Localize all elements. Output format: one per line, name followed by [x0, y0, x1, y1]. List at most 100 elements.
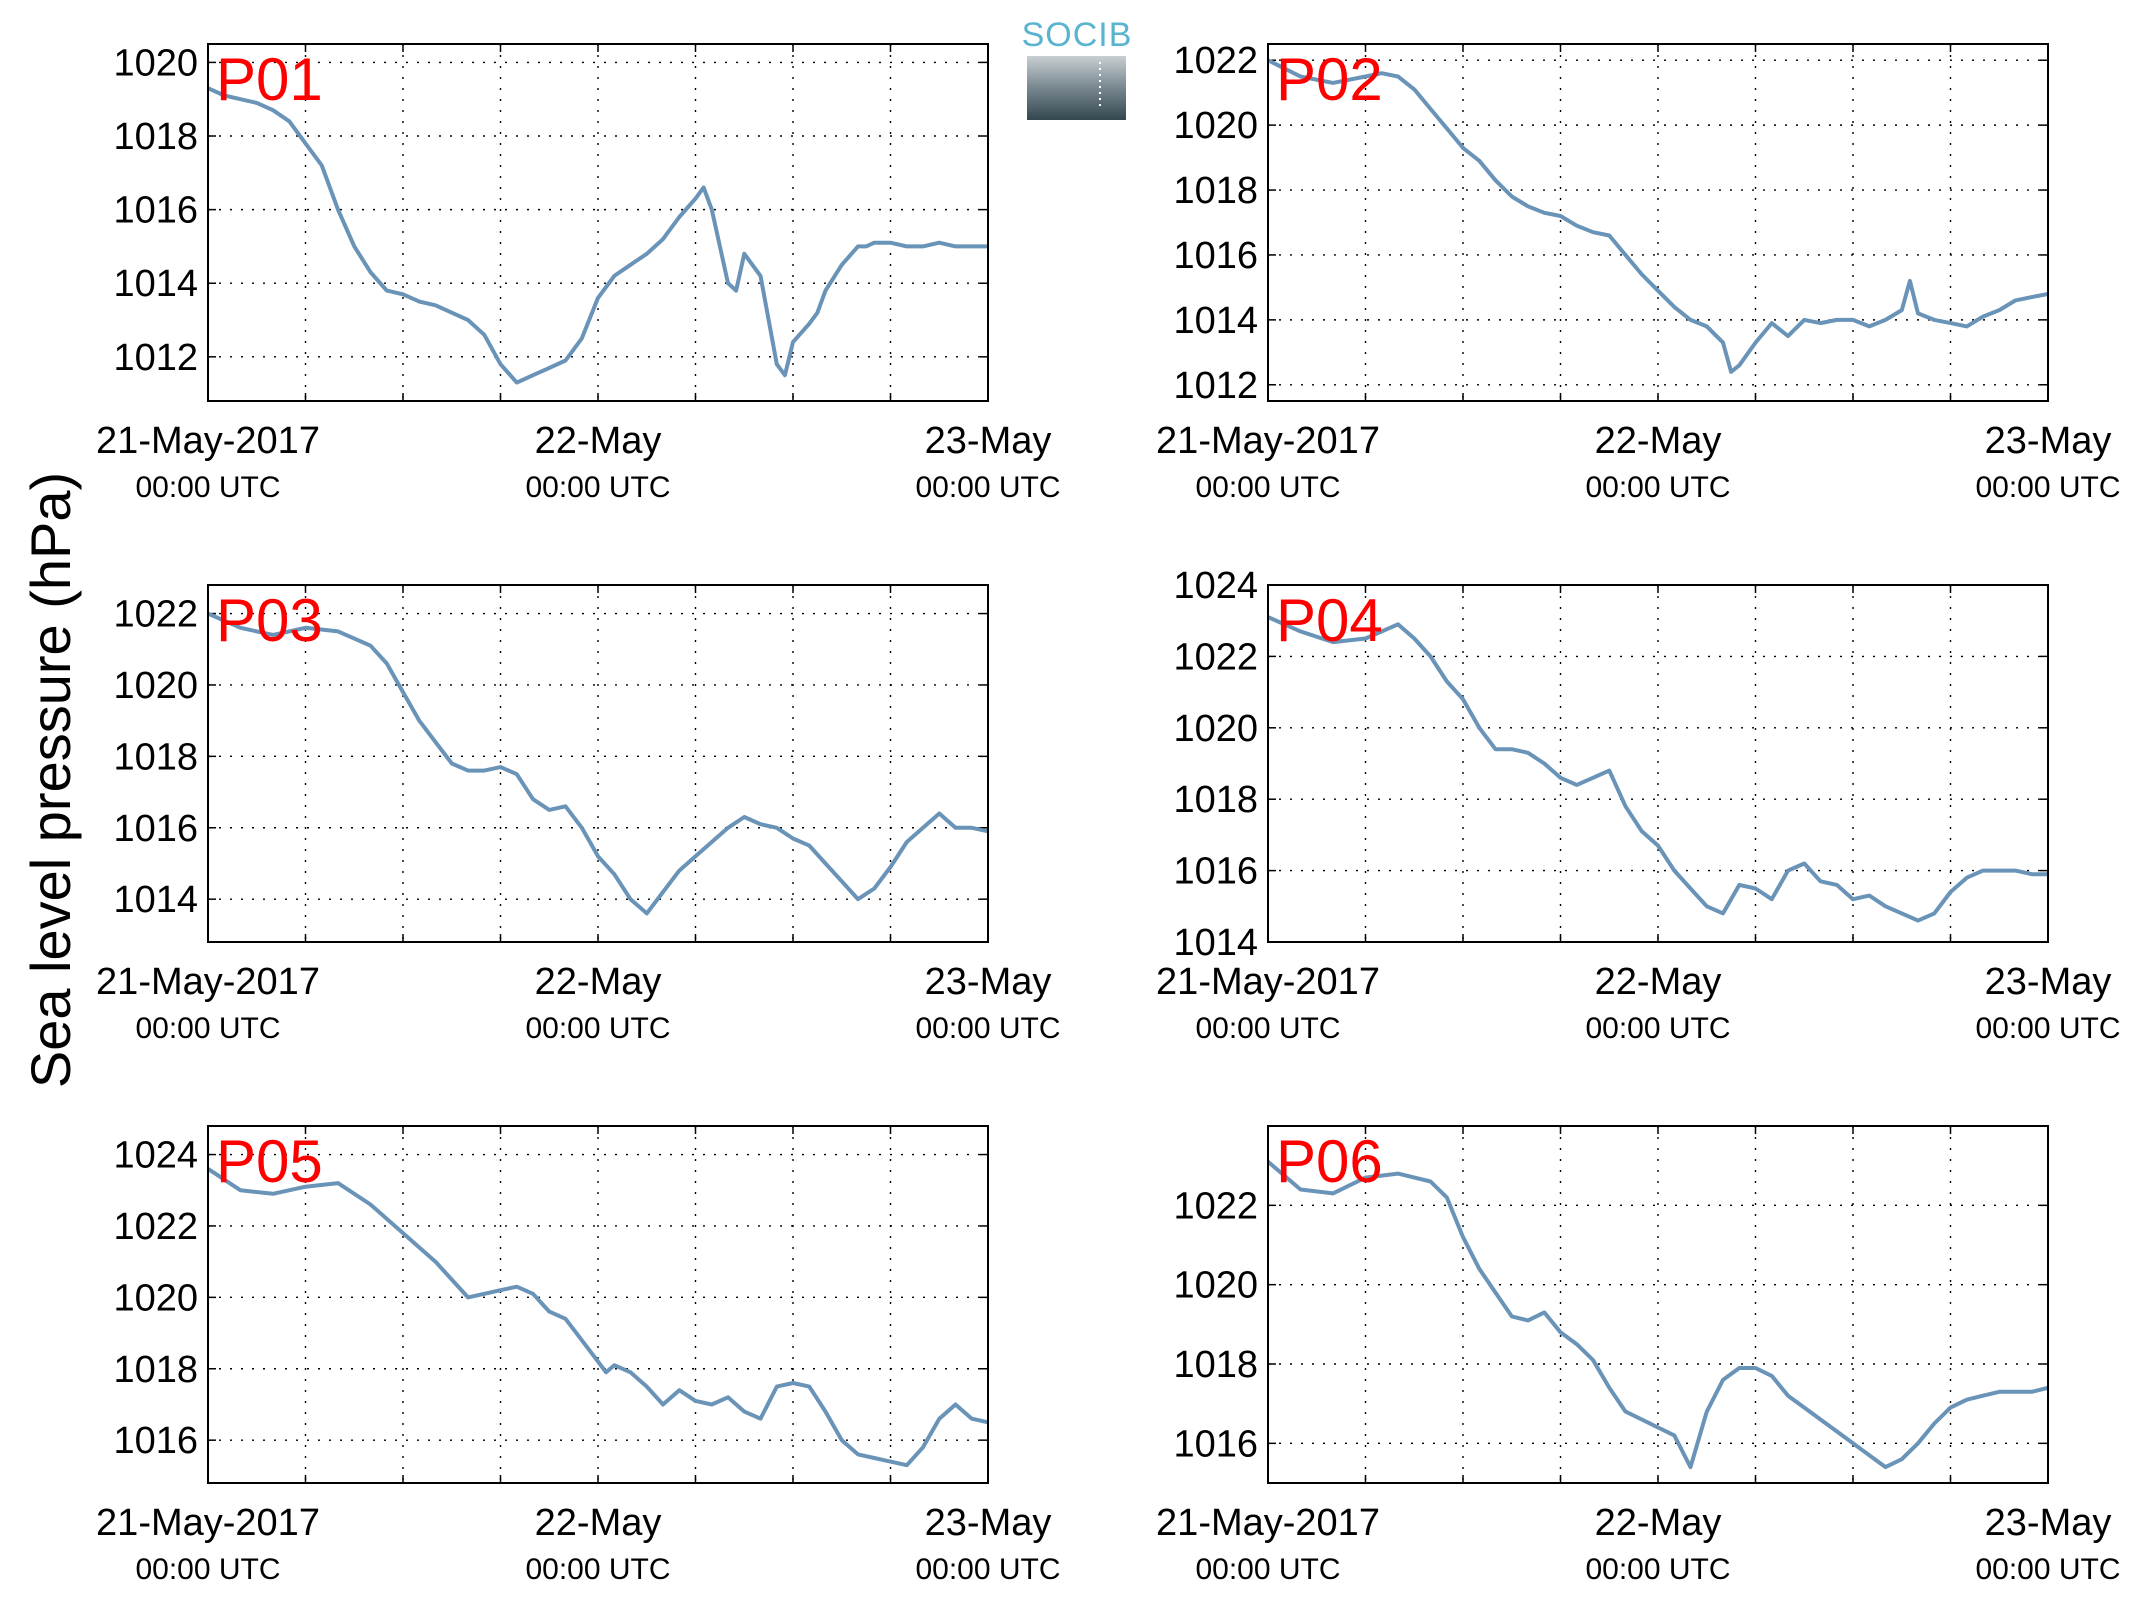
x-tick-date-label: 23-May	[1985, 961, 2112, 1003]
series-line	[1268, 615, 2048, 923]
y-tick-label: 1018	[113, 736, 198, 778]
y-tick-label: 1018	[113, 1349, 198, 1391]
panel-p06: 1016 1018 1020 1022 21-May-2017 00:00 UTC 22-M…	[1156, 1125, 2121, 1586]
y-tick-label: 1016	[1173, 851, 1258, 893]
y-tick-label: 1014	[1173, 922, 1258, 964]
series-line	[1268, 58, 2048, 374]
station-label: P05	[216, 1128, 323, 1195]
y-tick-label: 1018	[1173, 1344, 1258, 1386]
panel-p04: 1014 1016 1018 1020 1022 1024 21-May-2017 00:00…	[1156, 565, 2120, 1045]
x-tick-time-label: 00:00 UTC	[135, 1012, 280, 1045]
axes-frame	[207, 43, 989, 402]
x-tick-date-label: 21-May-2017	[1156, 961, 1380, 1003]
x-tick-time-label: 00:00 UTC	[525, 1553, 670, 1586]
x-tick-date-label: 21-May-2017	[1156, 420, 1380, 462]
x-tick-time-label: 00:00 UTC	[1585, 471, 1730, 504]
x-tick-time-label: 00:00 UTC	[1195, 471, 1340, 504]
x-tick-date-label: 23-May	[1985, 1502, 2112, 1544]
plot-area	[208, 44, 988, 401]
x-tick-date-label: 22-May	[535, 961, 662, 1003]
axes-frame	[1267, 584, 2049, 943]
y-tick-label: 1020	[113, 665, 198, 707]
x-tick-time-label: 00:00 UTC	[1975, 471, 2120, 504]
axes-frame	[207, 1125, 989, 1484]
y-tick-label: 1014	[1173, 300, 1258, 342]
x-tick-date-label: 22-May	[1595, 420, 1722, 462]
plot-area	[1268, 585, 2048, 942]
panel-p02: 1012 1014 1016 1018 1020 1022 21-May-2017 00:00…	[1156, 40, 2120, 504]
series-line	[208, 1166, 988, 1468]
x-tick-time-label: 00:00 UTC	[1585, 1012, 1730, 1045]
x-tick-time-label: 00:00 UTC	[135, 1553, 280, 1586]
y-tick-label: 1018	[1173, 170, 1258, 212]
y-tick-label: 1020	[113, 42, 198, 84]
y-tick-label: 1020	[1173, 105, 1258, 147]
x-tick-date-label: 23-May	[1985, 420, 2112, 462]
axes-frame	[1267, 1125, 2049, 1484]
x-tick-time-label: 00:00 UTC	[1585, 1553, 1730, 1586]
axes-frame	[1267, 43, 2049, 402]
x-tick-time-label: 00:00 UTC	[1975, 1012, 2120, 1045]
x-tick-time-label: 00:00 UTC	[525, 471, 670, 504]
y-tick-label: 1018	[1173, 779, 1258, 821]
y-tick-label: 1020	[113, 1277, 198, 1319]
x-tick-time-label: 00:00 UTC	[1195, 1553, 1340, 1586]
x-tick-time-label: 00:00 UTC	[915, 1553, 1060, 1586]
station-label: P06	[1276, 1128, 1383, 1195]
x-tick-date-label: 21-May-2017	[96, 420, 320, 462]
station-label: P01	[216, 46, 323, 113]
x-tick-date-label: 23-May	[925, 1502, 1052, 1544]
logo-text: SOCIB	[1022, 16, 1133, 54]
panel-p05: 1016 1018 1020 1022 1024 21-May-2017 00:00 UTC…	[96, 1125, 1061, 1586]
y-tick-label: 1016	[113, 190, 198, 232]
y-tick-label: 1014	[113, 263, 198, 305]
x-tick-date-label: 22-May	[535, 420, 662, 462]
series-line	[208, 611, 988, 916]
x-tick-date-label: 21-May-2017	[96, 1502, 320, 1544]
y-tick-label: 1020	[1173, 708, 1258, 750]
y-tick-label: 1020	[1173, 1265, 1258, 1307]
x-tick-date-label: 22-May	[535, 1502, 662, 1544]
series-line	[208, 86, 988, 385]
x-tick-time-label: 00:00 UTC	[1975, 1553, 2120, 1586]
panel-p03: 1014 1016 1018 1020 1022 21-May-2017 00:00 UTC…	[96, 584, 1061, 1045]
y-tick-label: 1022	[1173, 636, 1258, 678]
axes-frame	[207, 584, 989, 943]
x-tick-time-label: 00:00 UTC	[1195, 1012, 1340, 1045]
plot-area	[1268, 44, 2048, 401]
y-tick-label: 1022	[1173, 40, 1258, 82]
panel-p01: 1012 1014 1016 1018 1020 21-May-2017 00:00 UTC…	[96, 42, 1060, 504]
x-tick-time-label: 00:00 UTC	[135, 471, 280, 504]
x-tick-date-label: 21-May-2017	[96, 961, 320, 1003]
socib-logo: SOCIB	[1022, 16, 1133, 120]
x-tick-date-label: 21-May-2017	[1156, 1502, 1380, 1544]
x-tick-time-label: 00:00 UTC	[525, 1012, 670, 1045]
y-tick-label: 1016	[113, 1420, 198, 1462]
station-label: P03	[216, 587, 323, 654]
y-tick-label: 1016	[1173, 235, 1258, 277]
y-tick-label: 1022	[1173, 1185, 1258, 1227]
x-tick-time-label: 00:00 UTC	[915, 471, 1060, 504]
y-tick-label: 1024	[1173, 565, 1258, 607]
x-tick-date-label: 23-May	[925, 420, 1052, 462]
plot-area	[208, 1126, 988, 1483]
logo-block	[1027, 56, 1126, 120]
station-label: P02	[1276, 46, 1383, 113]
y-tick-label: 1016	[113, 808, 198, 850]
series-line	[1268, 1159, 2048, 1470]
y-tick-label: 1022	[113, 1206, 198, 1248]
y-tick-label: 1012	[113, 337, 198, 379]
x-tick-time-label: 00:00 UTC	[915, 1012, 1060, 1045]
figure-ylabel: Sea level pressure (hPa)	[19, 472, 82, 1088]
y-tick-label: 1016	[1173, 1423, 1258, 1465]
x-tick-date-label: 23-May	[925, 961, 1052, 1003]
y-tick-label: 1024	[113, 1135, 198, 1177]
y-tick-label: 1012	[1173, 365, 1258, 407]
x-tick-date-label: 22-May	[1595, 1502, 1722, 1544]
y-tick-label: 1018	[113, 116, 198, 158]
station-label: P04	[1276, 587, 1383, 654]
y-tick-label: 1022	[113, 594, 198, 636]
x-tick-date-label: 22-May	[1595, 961, 1722, 1003]
y-tick-label: 1014	[113, 879, 198, 921]
